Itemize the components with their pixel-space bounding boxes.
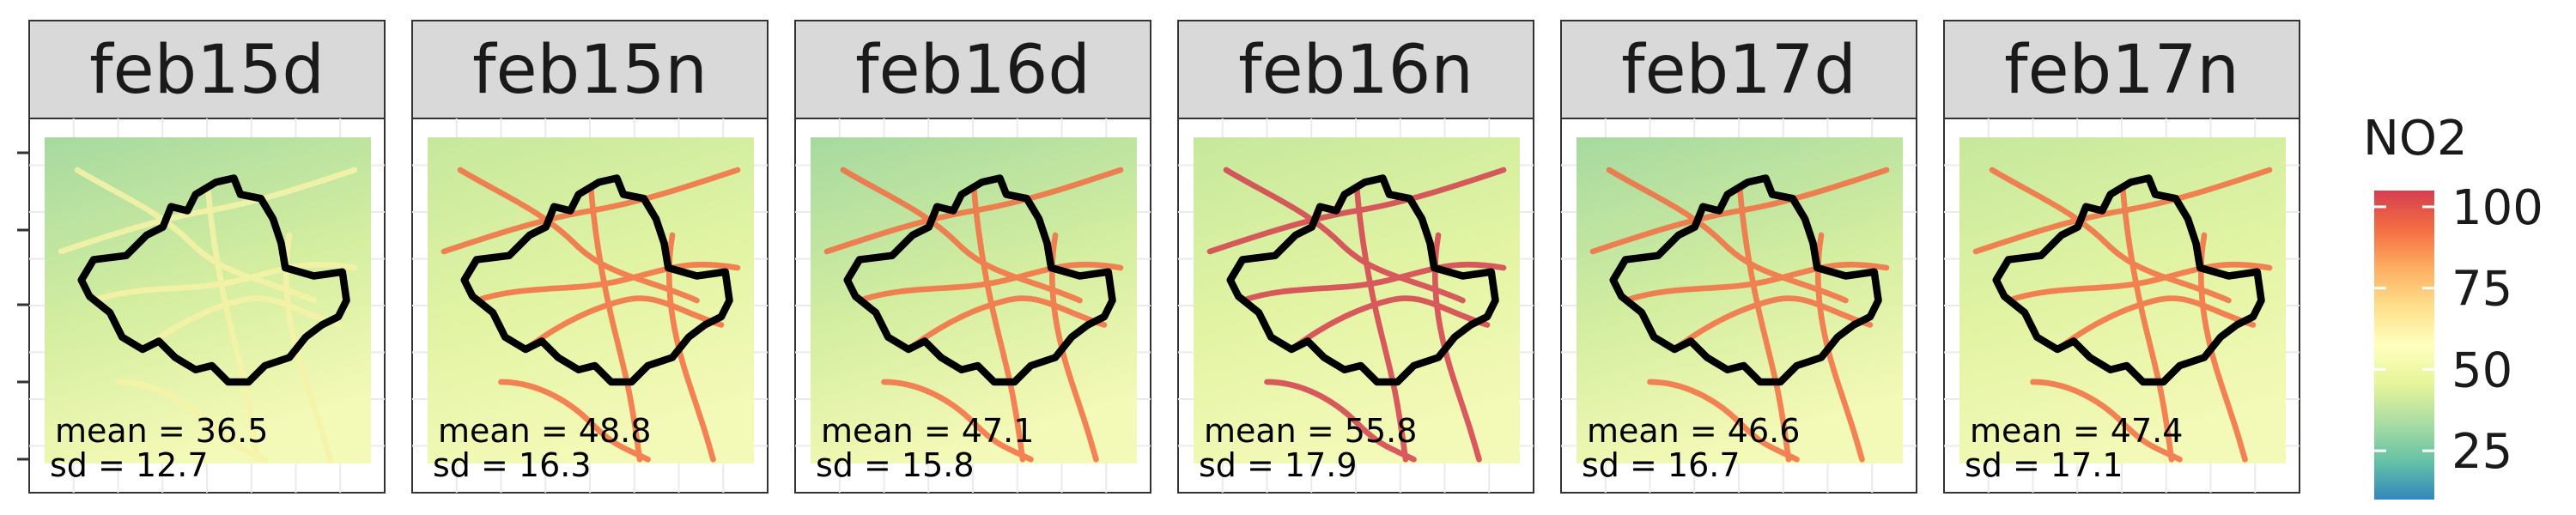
facet-sd-label: sd = 16.7 (1582, 446, 1741, 484)
road-line (139, 295, 342, 353)
road-line (1814, 232, 1865, 463)
road-line (2054, 295, 2257, 353)
road-line (457, 167, 700, 304)
facet-panels: feb15d mean = 36.5sd = 12.7 feb15n mean = 4… (17, 20, 2300, 494)
facet-mean-label: mean = 48.8 (438, 412, 651, 450)
road-line (522, 295, 725, 353)
boundary-group (460, 174, 733, 386)
legend-tick-label: 75 (2451, 262, 2512, 318)
road-line (2119, 183, 2175, 463)
facet-strip-label: feb15n (472, 32, 708, 109)
road-line (2005, 261, 2273, 304)
road-line (1264, 379, 1417, 463)
facet-feb17d: feb17d mean = 46.6sd = 16.7 (1560, 20, 1917, 494)
road-line (2030, 379, 2183, 463)
road-line (1431, 232, 1482, 463)
road-line (840, 167, 1083, 304)
road-line (1606, 167, 1849, 304)
facet-strip (1943, 20, 2300, 119)
boundary-group (843, 174, 1116, 386)
facet-strip (1177, 20, 1534, 119)
boundary-group (1609, 174, 1882, 386)
city-boundary (1609, 174, 1882, 386)
road-line (905, 295, 1108, 353)
road-line (1736, 183, 1792, 463)
road-line (881, 379, 1034, 463)
road-line (1288, 295, 1491, 353)
legend-colorbar (2374, 191, 2434, 500)
road-line (90, 261, 358, 304)
facet-sd-label: sd = 16.3 (433, 446, 592, 484)
facet-strip (1560, 20, 1917, 119)
facet-feb16n: feb16n mean = 55.8sd = 17.9 (1177, 20, 1534, 494)
boundary-group (1992, 174, 2265, 386)
road-network (1972, 167, 2273, 463)
city-boundary (1226, 174, 1499, 386)
facet-strip-label: feb17d (1621, 32, 1856, 109)
facet-mean-label: mean = 47.1 (821, 412, 1034, 450)
facet-mean-label: mean = 46.6 (1587, 412, 1800, 450)
facet-strip-label: feb17n (2004, 32, 2239, 109)
road-line (665, 232, 716, 463)
road-line (1353, 183, 1409, 463)
road-line (204, 183, 260, 463)
facet-feb16d: feb16d mean = 47.1sd = 15.8 (794, 20, 1151, 494)
road-line (1622, 261, 1890, 304)
facet-feb17n: feb17n mean = 47.4sd = 17.1 (1943, 20, 2300, 494)
road-line (1671, 295, 1874, 353)
city-boundary (77, 174, 350, 386)
road-line (1647, 379, 1800, 463)
road-line (1048, 232, 1099, 463)
facet-strip-label: feb16n (1238, 32, 1473, 109)
road-line (1223, 167, 1466, 304)
city-boundary (1992, 174, 2265, 386)
road-network (58, 167, 358, 463)
road-network (1206, 167, 1507, 463)
road-line (970, 183, 1026, 463)
legend-tick-label: 25 (2451, 424, 2512, 480)
facet-strip-label: feb15d (89, 32, 325, 109)
road-line (1239, 261, 1507, 304)
city-boundary (843, 174, 1116, 386)
facet-feb15d: feb15d mean = 36.5sd = 12.7 (28, 20, 386, 494)
facet-mean-label: mean = 36.5 (55, 412, 268, 450)
city-boundary (460, 174, 733, 386)
facet-sd-label: sd = 12.7 (50, 446, 209, 484)
legend-title: NO2 (2363, 111, 2468, 167)
colorbar-legend: NO2 100 75 50 25 (2363, 111, 2543, 500)
road-line (115, 379, 268, 463)
facet-mean-label: mean = 55.8 (1204, 412, 1417, 450)
facet-strip (28, 20, 386, 119)
boundary-group (77, 174, 350, 386)
legend-tick-label: 50 (2451, 342, 2512, 398)
road-line (587, 183, 643, 463)
road-line (856, 261, 1124, 304)
road-line (2197, 232, 2248, 463)
road-network (1589, 167, 1890, 463)
facet-strip-label: feb16d (855, 32, 1091, 109)
facet-sd-label: sd = 15.8 (816, 446, 975, 484)
road-line (498, 379, 651, 463)
road-line (1989, 167, 2232, 304)
facet-feb15n: feb15n mean = 48.8sd = 16.3 (411, 20, 769, 494)
y-axis-ticks (17, 151, 29, 461)
road-line (473, 261, 741, 304)
road-line (74, 167, 317, 304)
legend-tick-label: 100 (2451, 180, 2543, 236)
road-network (440, 167, 741, 463)
facet-strip (794, 20, 1151, 119)
facet-sd-label: sd = 17.1 (1965, 446, 2123, 484)
facet-mean-label: mean = 47.4 (1970, 412, 2183, 450)
boundary-group (1226, 174, 1499, 386)
facet-sd-label: sd = 17.9 (1199, 446, 1358, 484)
road-line (283, 232, 333, 463)
road-network (823, 167, 1124, 463)
